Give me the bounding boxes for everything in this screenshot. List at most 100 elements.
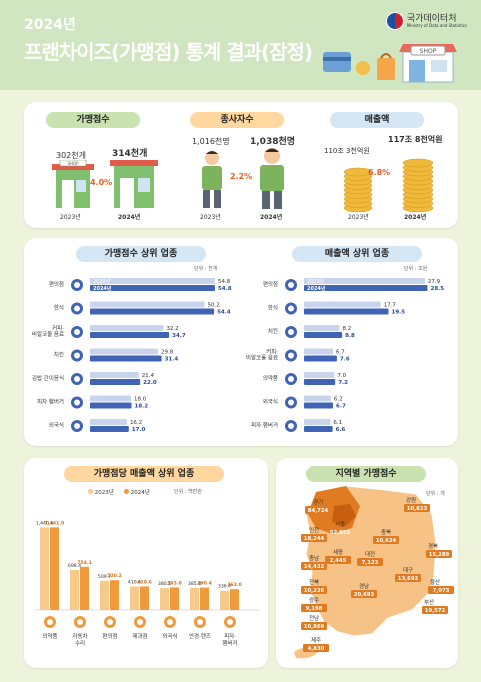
column-value-2024: 390.4 xyxy=(197,581,212,587)
region-value-badge xyxy=(351,590,377,598)
top-sales-category-label: 편의점 xyxy=(263,280,278,288)
column-category-label: 제과점 xyxy=(132,632,147,640)
top-sales-category-label: 치킨 xyxy=(268,327,278,335)
top-sales-value-2023: 6.2 xyxy=(334,397,343,403)
top-sales-value-2023: 17.7 xyxy=(384,303,397,309)
column-2024 xyxy=(140,586,149,610)
region-value-badge xyxy=(301,604,327,612)
region-value: 10,869 xyxy=(304,624,325,630)
top-sales-bar-2024 xyxy=(304,308,389,315)
seoul-region-shape xyxy=(332,504,356,526)
region-value: 7,073 xyxy=(433,588,450,594)
top-sales-value-2023: 27.9 xyxy=(428,279,441,285)
taegeuk-emblem-icon xyxy=(385,12,404,30)
column-category-label: 햄버거 xyxy=(222,639,237,647)
top-stores-bar-2024 xyxy=(90,308,215,315)
top-stores-value-2023: 16.2 xyxy=(130,420,142,426)
top-sales-category-label: 커피· xyxy=(266,348,278,356)
region-name: 충남 xyxy=(309,554,319,562)
top-stores-value-2023: 32.2 xyxy=(166,326,178,332)
top-stores-bar-2024 xyxy=(90,285,215,291)
store-icon xyxy=(104,616,116,628)
top-stores-category-label: 커피· xyxy=(52,324,64,332)
burger-icon xyxy=(71,396,83,409)
column-2023 xyxy=(40,527,49,610)
column-category-label: 편의점 xyxy=(102,632,117,640)
top-sales-bar-2023 xyxy=(304,301,381,308)
top-stores-legend-2024: 2024년 xyxy=(93,285,112,292)
column-value-2024: 410.6 xyxy=(137,579,152,585)
region-card: 지역별 가맹점수 단위 : 개 경기 84,724 강원 10,823 서울 52,855… xyxy=(276,458,458,668)
column-2023 xyxy=(190,587,199,610)
region-value-badge xyxy=(301,586,327,594)
kimbap-icon xyxy=(71,373,83,385)
column-category-label: 외국식 xyxy=(162,632,177,640)
top-sales-title: 매출액 상위 업종 xyxy=(292,246,422,262)
top-sales-bar-2023 xyxy=(304,372,335,378)
column-category-label: 피자· xyxy=(224,632,236,640)
region-value: 10,624 xyxy=(376,538,397,544)
region-value-badge xyxy=(428,586,454,594)
store-2024-icon xyxy=(110,160,158,208)
region-name: 부산 xyxy=(424,598,434,606)
top-stores-unit: 단위 : 천개 xyxy=(194,266,218,272)
top-stores-title: 가맹점수 상위 업종 xyxy=(76,246,206,262)
region-value: 10,823 xyxy=(407,506,428,512)
top-sales-value-2023: 6.1 xyxy=(333,420,342,426)
top-stores-value-2023: 54.8 xyxy=(218,279,231,285)
top-stores-value-2023: 29.8 xyxy=(161,350,174,356)
top-stores-value-2024: 54.4 xyxy=(217,310,231,316)
top-sales-category-label: 한식 xyxy=(268,304,278,312)
top-stores-value-2023: 50.2 xyxy=(207,303,219,309)
top-sales-bar-2023 xyxy=(304,419,331,425)
region-name: 서울 xyxy=(335,520,345,528)
region-value: 15,289 xyxy=(429,552,450,558)
column-2023 xyxy=(130,586,139,610)
top-stores-value-2024: 54.8 xyxy=(218,286,232,292)
shopping-bag-icon xyxy=(377,58,395,80)
top-sales-value-2024: 7.6 xyxy=(340,357,350,363)
region-value-badge xyxy=(301,534,327,542)
top-stores-category-label: 한식 xyxy=(54,304,64,312)
workers-change: 2.2% xyxy=(230,172,253,181)
glasses-icon xyxy=(194,616,206,628)
top-stores-value-2024: 17.0 xyxy=(132,427,146,433)
coin-icon xyxy=(356,61,370,75)
top-stores-bar-2023 xyxy=(90,278,215,284)
medicine-icon xyxy=(44,616,56,628)
region-value-badge xyxy=(303,644,329,652)
region-value-badge xyxy=(404,504,430,512)
column-2024 xyxy=(50,527,59,610)
rice-bowl-icon xyxy=(71,302,83,315)
top-stores-category-label: 김밥·간이음식 xyxy=(32,374,64,382)
stores-2024-value: 314천개 xyxy=(112,149,148,159)
worker-2024-icon xyxy=(260,148,284,209)
region-name: 울산 xyxy=(430,578,440,586)
workers-year-2023: 2023년 xyxy=(200,214,221,221)
column-value-2023: 698.4 xyxy=(68,563,81,569)
sales-2024-value: 117조 8천억원 xyxy=(388,135,443,144)
column-2023 xyxy=(70,569,79,610)
top-stores-category-label: 외국식 xyxy=(49,421,64,429)
fork-knife-icon xyxy=(285,396,297,409)
fork-knife-icon xyxy=(164,616,176,628)
column-2023 xyxy=(220,590,229,610)
column-2024 xyxy=(110,580,119,610)
stores-change: 4.0% xyxy=(90,178,113,187)
column-value-2024: 520.2 xyxy=(107,573,122,579)
rice-bowl-icon xyxy=(285,302,297,315)
region-value-badge xyxy=(426,550,452,558)
top-stores-category-label: 비알코올 음료 xyxy=(32,330,64,338)
region-name: 제주 xyxy=(311,636,321,644)
summary-card: 가맹점수 종사자수 매출액 302천개 314천개 SHOP 4.0% 2023… xyxy=(24,102,458,228)
region-name: 세종 xyxy=(333,548,343,556)
page-title: 프랜차이즈(가맹점) 통계 결과(잠정) xyxy=(24,40,313,64)
region-name: 전북 xyxy=(309,578,319,586)
region-value-badge xyxy=(305,506,331,514)
region-value-badge xyxy=(422,606,448,614)
column-category-label: 자동차 xyxy=(72,632,87,640)
sales-year-2023: 2023년 xyxy=(348,214,369,221)
top-sales-bar-2023 xyxy=(304,325,340,331)
region-name: 전남 xyxy=(309,614,319,622)
region-map: 경기 84,724 강원 10,823 서울 52,855 인천 18,244 충북 10,624… xyxy=(294,485,454,659)
